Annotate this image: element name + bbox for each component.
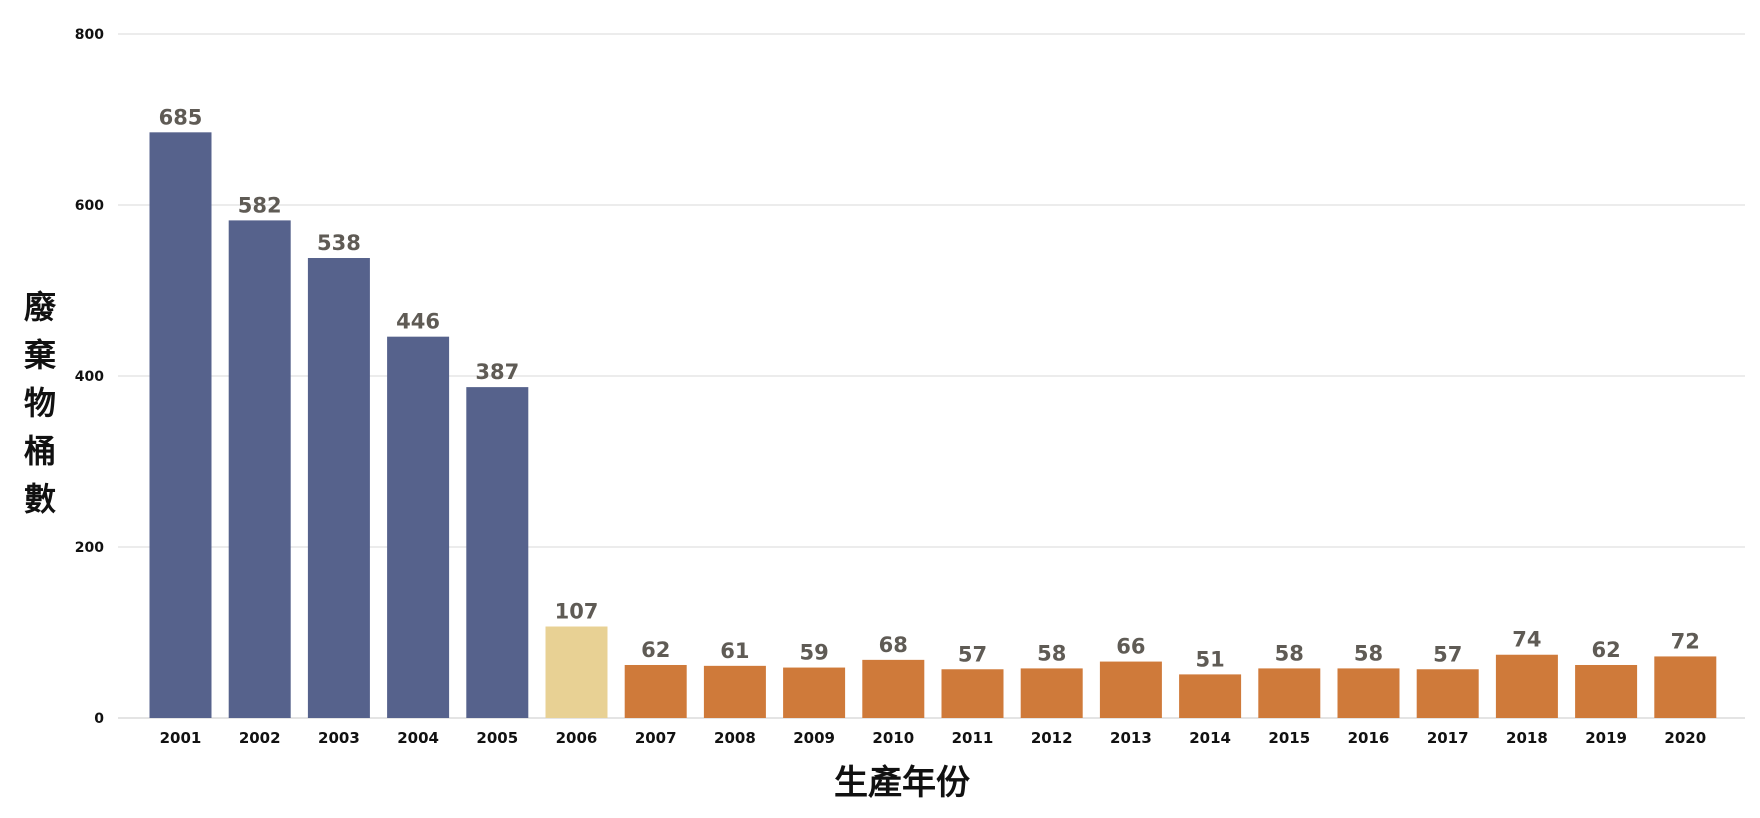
bar-2019: [1575, 664, 1638, 718]
x-tick-label: 2013: [1110, 729, 1152, 747]
bar-2007: [624, 664, 687, 718]
x-tick-label: 2014: [1189, 729, 1231, 747]
bar-2015: [1258, 668, 1321, 718]
data-label-2019: 62: [1591, 638, 1620, 662]
x-tick-label: 2005: [476, 729, 518, 747]
data-label-2004: 446: [396, 310, 440, 334]
bar-2005: [466, 387, 529, 718]
bar-2004: [387, 336, 450, 718]
x-tick-label: 2020: [1664, 729, 1706, 747]
data-label-2013: 66: [1116, 635, 1145, 659]
bar-2011: [941, 669, 1004, 718]
x-axis-title: 生產年份: [834, 763, 970, 803]
data-label-2005: 387: [475, 360, 519, 384]
data-label-2008: 61: [720, 639, 749, 663]
y-axis-title-char: 廢: [24, 288, 57, 326]
y-tick-label: 600: [75, 198, 104, 214]
bar-2014: [1179, 674, 1242, 718]
bar-2001: [149, 132, 212, 718]
y-axis-title-char: 棄: [24, 336, 57, 374]
data-label-2011: 57: [958, 642, 987, 666]
data-label-2010: 68: [879, 633, 908, 657]
bar-2020: [1654, 656, 1717, 718]
data-label-2006: 107: [555, 600, 599, 624]
y-axis-title-char: 物: [24, 384, 56, 422]
x-tick-label: 2009: [793, 729, 835, 747]
x-tick-label: 2002: [239, 729, 281, 747]
bar-2006: [545, 626, 608, 718]
y-tick-label: 200: [75, 540, 104, 556]
x-tick-label: 2001: [160, 729, 202, 747]
y-tick-label: 0: [94, 711, 104, 727]
x-tick-label: 2018: [1506, 729, 1548, 747]
x-tick-label: 2019: [1585, 729, 1627, 747]
data-label-2009: 59: [799, 641, 828, 665]
bar-2016: [1337, 668, 1400, 718]
x-tick-label: 2007: [635, 729, 677, 747]
y-axis-ticks: 0 200 400 600 800: [75, 27, 104, 727]
bar-2008: [703, 665, 766, 718]
bar-2003: [307, 258, 370, 718]
y-tick-label: 800: [75, 27, 104, 43]
data-labels: 685 582 538 446 387 107 62 61 59 68 57 58 66 51 58 58 57…: [159, 105, 1700, 671]
bars: [149, 132, 1717, 718]
x-tick-label: 2008: [714, 729, 756, 747]
bar-2002: [228, 220, 291, 718]
bar-2010: [862, 659, 925, 718]
bar-2009: [783, 667, 846, 718]
data-label-2012: 58: [1037, 641, 1066, 665]
x-tick-label: 2017: [1427, 729, 1469, 747]
data-label-2003: 538: [317, 231, 361, 255]
data-label-2018: 74: [1512, 628, 1541, 652]
x-tick-label: 2012: [1031, 729, 1073, 747]
data-label-2002: 582: [238, 193, 282, 217]
data-label-2015: 58: [1275, 641, 1304, 665]
data-label-2020: 72: [1671, 629, 1700, 653]
data-label-2007: 62: [641, 638, 670, 662]
y-axis-title-char: 桶: [24, 432, 56, 470]
x-axis-ticks: 2001 2002 2003 2004 2005 2006 2007 2008 2009 2010…: [160, 729, 1707, 747]
x-tick-label: 2016: [1348, 729, 1390, 747]
bar-2018: [1495, 654, 1558, 718]
x-tick-label: 2010: [872, 729, 914, 747]
x-tick-label: 2004: [397, 729, 439, 747]
data-label-2017: 57: [1433, 642, 1462, 666]
x-tick-label: 2015: [1268, 729, 1310, 747]
x-tick-label: 2003: [318, 729, 360, 747]
x-tick-label: 2011: [952, 729, 994, 747]
x-tick-label: 2006: [556, 729, 598, 747]
y-tick-label: 400: [75, 369, 104, 385]
bar-2012: [1020, 668, 1083, 718]
bar-2013: [1099, 661, 1162, 718]
data-label-2001: 685: [159, 105, 203, 129]
y-axis-title-char: 數: [24, 480, 56, 518]
data-label-2014: 51: [1195, 647, 1224, 671]
data-label-2016: 58: [1354, 641, 1383, 665]
bar-2017: [1416, 669, 1479, 718]
